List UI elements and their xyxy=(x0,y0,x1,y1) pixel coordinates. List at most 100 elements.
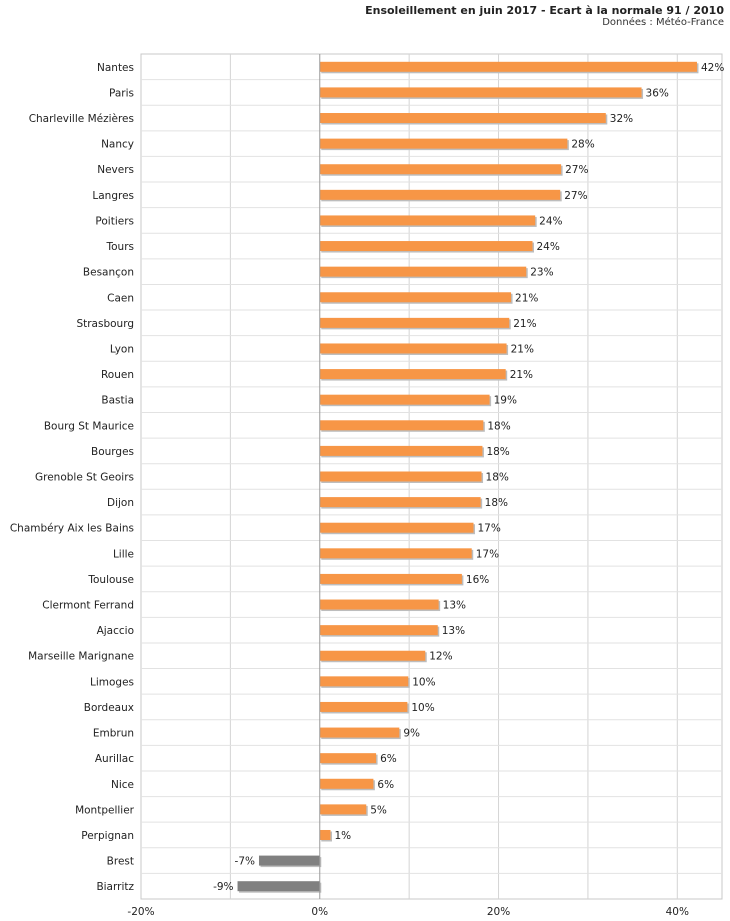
value-label: 10% xyxy=(412,676,435,688)
value-label: 24% xyxy=(537,241,560,253)
category-label: Perpignan xyxy=(81,830,134,842)
x-tick-labels: -20% 0% 20% 40% xyxy=(127,906,689,918)
value-label: 18% xyxy=(486,472,509,484)
value-label: 32% xyxy=(610,113,633,125)
category-label: Marseille Marignane xyxy=(28,651,134,663)
x-tick-label: 0% xyxy=(311,906,328,918)
value-label: 13% xyxy=(443,600,466,612)
bar xyxy=(319,701,408,712)
value-label: 27% xyxy=(564,190,587,202)
gridlines xyxy=(141,54,722,899)
category-label: Toulouse xyxy=(87,574,134,586)
bar xyxy=(319,189,561,200)
x-tick-label: -20% xyxy=(127,906,154,918)
bar xyxy=(319,676,409,687)
bar xyxy=(319,241,533,252)
value-label: 18% xyxy=(487,420,510,432)
category-label: Rouen xyxy=(101,369,134,381)
value-label: 21% xyxy=(510,369,533,381)
category-label: Bourg St Maurice xyxy=(44,420,134,432)
bar xyxy=(319,420,484,431)
value-label: 17% xyxy=(476,548,499,560)
bar xyxy=(319,343,507,354)
value-label: 6% xyxy=(380,753,397,765)
bar xyxy=(319,599,439,610)
category-label: Bordeaux xyxy=(84,702,134,714)
value-label: -7% xyxy=(235,856,255,868)
category-label: Limoges xyxy=(90,676,134,688)
category-label: Nantes xyxy=(97,62,134,74)
value-label: 19% xyxy=(494,395,517,407)
bar xyxy=(319,61,697,72)
chart-title: Ensoleillement en juin 2017 - Ecart à la… xyxy=(365,4,724,17)
category-label: Nice xyxy=(111,779,134,791)
category-label: Tours xyxy=(106,241,135,253)
bar xyxy=(319,804,367,815)
chart-subtitle: Données : Météo-France xyxy=(602,17,724,28)
value-label: 13% xyxy=(442,625,465,637)
value-label: 10% xyxy=(411,702,434,714)
category-label: Clermont Ferrand xyxy=(42,600,134,612)
category-label: Chambéry Aix les Bains xyxy=(10,523,134,535)
bar xyxy=(319,650,426,661)
category-label: Strasbourg xyxy=(76,318,134,330)
bar xyxy=(319,778,374,789)
bar xyxy=(319,138,568,149)
bar xyxy=(319,753,377,764)
category-label: Besançon xyxy=(83,267,134,279)
bar xyxy=(319,369,506,380)
category-label: Nevers xyxy=(97,164,134,176)
category-label: Brest xyxy=(107,856,134,868)
bar xyxy=(237,881,320,892)
category-label: Bourges xyxy=(91,446,134,458)
category-label: Paris xyxy=(109,87,134,99)
value-label: 21% xyxy=(513,318,536,330)
plot-area xyxy=(140,53,723,900)
category-label: Lille xyxy=(113,548,134,560)
category-label: Poitiers xyxy=(95,215,134,227)
bar xyxy=(319,573,462,584)
category-label: Langres xyxy=(92,190,134,202)
bar xyxy=(319,292,512,303)
value-label: 1% xyxy=(334,830,351,842)
x-tick-label: 40% xyxy=(666,906,689,918)
category-label: Embrun xyxy=(93,728,134,740)
value-label: 16% xyxy=(466,574,489,586)
bar xyxy=(319,625,438,636)
category-label: Lyon xyxy=(110,343,134,355)
value-label: 6% xyxy=(377,779,394,791)
value-label: 21% xyxy=(511,343,534,355)
bar xyxy=(319,394,490,405)
value-label: -9% xyxy=(213,881,233,893)
value-label: 5% xyxy=(370,804,387,816)
bar xyxy=(319,445,483,456)
category-label: Caen xyxy=(107,292,134,304)
bar xyxy=(319,164,562,175)
bar xyxy=(319,87,642,98)
x-tick-label: 20% xyxy=(487,906,510,918)
value-label: 42% xyxy=(701,62,724,74)
value-label: 27% xyxy=(565,164,588,176)
bars xyxy=(237,61,699,893)
bar xyxy=(319,215,536,226)
category-label: Ajaccio xyxy=(97,625,134,637)
value-label: 36% xyxy=(646,87,669,99)
value-label: 28% xyxy=(571,139,594,151)
category-label: Dijon xyxy=(107,497,134,509)
bar xyxy=(319,317,510,328)
bar xyxy=(319,522,474,533)
bar xyxy=(319,497,481,508)
value-label: 9% xyxy=(403,728,420,740)
value-label: 18% xyxy=(486,446,509,458)
value-label: 21% xyxy=(515,292,538,304)
category-label: Grenoble St Geoirs xyxy=(35,472,134,484)
bar xyxy=(258,855,320,866)
value-label: 12% xyxy=(429,651,452,663)
bar xyxy=(319,727,400,738)
category-label: Nancy xyxy=(101,139,134,151)
value-label: 23% xyxy=(530,267,553,279)
value-labels: 42% 36% 32% 28% 27% 27% 24% 24% 23% 21% 21% 21% 21% 1… xyxy=(213,62,724,893)
category-label: Bastia xyxy=(101,395,134,407)
value-label: 17% xyxy=(478,523,501,535)
